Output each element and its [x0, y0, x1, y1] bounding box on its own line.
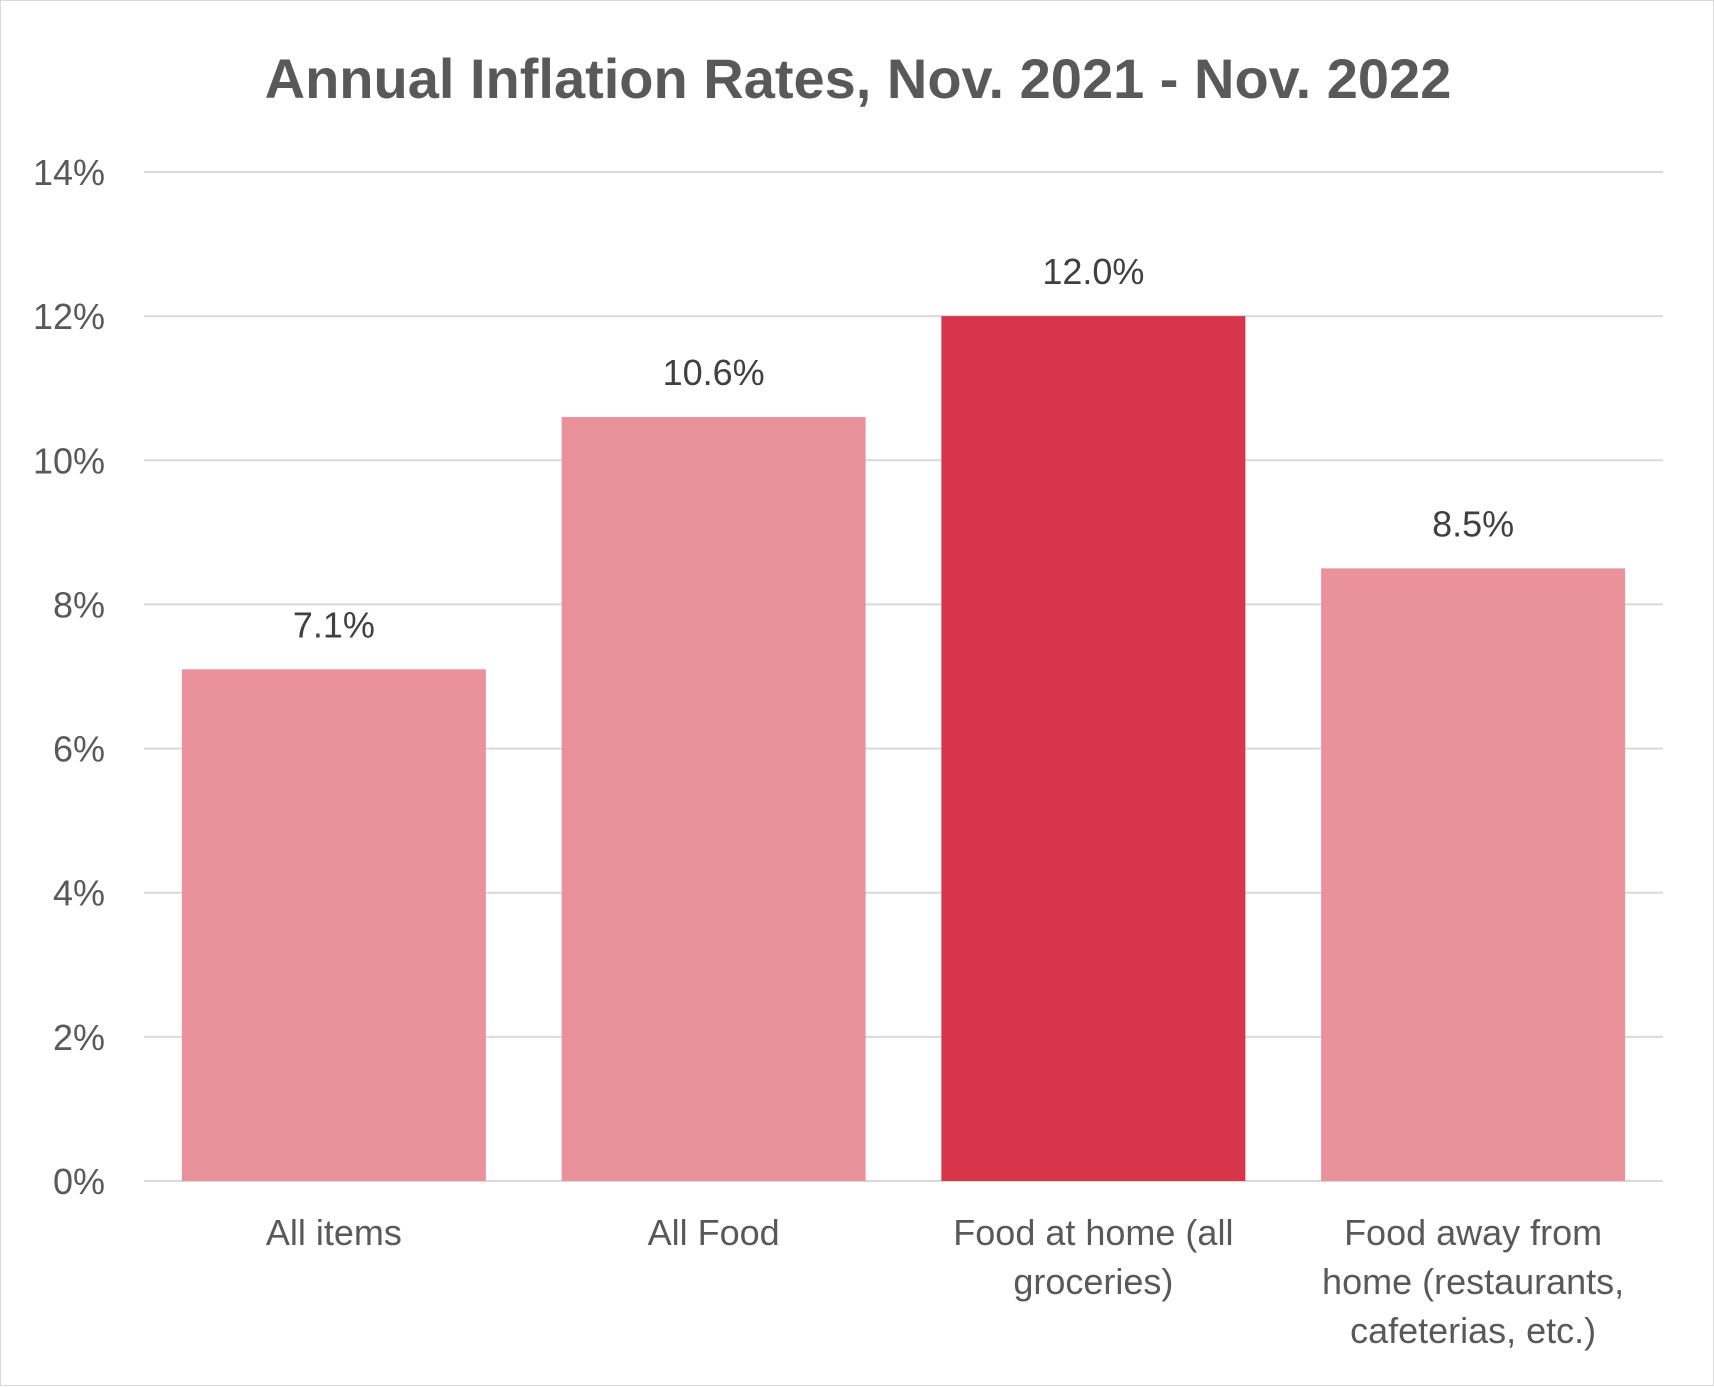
chart-title: Annual Inflation Rates, Nov. 2021 - Nov.… — [265, 47, 1452, 110]
bars — [181, 316, 1626, 1182]
category-label: Food at home (all groceries) — [953, 1212, 1233, 1302]
category-label-line: Food at home (all — [953, 1212, 1233, 1253]
bar — [1321, 568, 1626, 1181]
y-tick-label: 4% — [53, 873, 105, 914]
bar — [181, 669, 486, 1181]
data-labels: 7.1% 10.6% 12.0% 8.5% — [293, 251, 1514, 645]
x-axis-categories: All items All Food Food at home (all grocer… — [266, 1212, 1624, 1351]
category-label: All items — [266, 1212, 402, 1253]
category-label: All Food — [648, 1212, 780, 1253]
bar — [941, 316, 1246, 1182]
data-label: 7.1% — [293, 604, 375, 645]
category-label-line: Food away from — [1344, 1212, 1602, 1253]
y-tick-label: 6% — [53, 729, 105, 770]
y-tick-label: 14% — [33, 152, 105, 193]
category-label-line: All Food — [648, 1212, 780, 1253]
category-label-line: groceries) — [1013, 1261, 1173, 1302]
bar — [561, 417, 866, 1181]
y-tick-label: 10% — [33, 440, 105, 481]
data-label: 8.5% — [1432, 503, 1514, 544]
data-label: 12.0% — [1042, 251, 1144, 292]
category-label: Food away from home (restaurants, cafeteri… — [1322, 1212, 1624, 1351]
y-tick-label: 8% — [53, 584, 105, 625]
y-tick-label: 0% — [53, 1161, 105, 1202]
category-label-line: home (restaurants, — [1322, 1261, 1624, 1302]
y-axis-ticks: 0% 2% 4% 6% 8% 10% 12% 14% — [33, 152, 105, 1202]
data-label: 10.6% — [663, 352, 765, 393]
category-label-line: All items — [266, 1212, 402, 1253]
category-label-line: cafeterias, etc.) — [1350, 1310, 1596, 1351]
y-tick-label: 2% — [53, 1017, 105, 1058]
y-tick-label: 12% — [33, 296, 105, 337]
